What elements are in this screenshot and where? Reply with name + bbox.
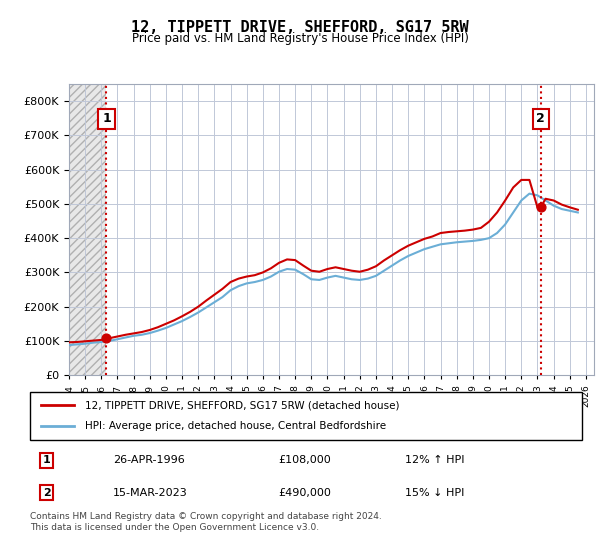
Text: £108,000: £108,000	[278, 455, 331, 465]
Text: £490,000: £490,000	[278, 488, 331, 498]
Point	[536, 203, 545, 212]
Text: 26-APR-1996: 26-APR-1996	[113, 455, 185, 465]
Point	[101, 334, 111, 343]
Text: 12, TIPPETT DRIVE, SHEFFORD, SG17 5RW (detached house): 12, TIPPETT DRIVE, SHEFFORD, SG17 5RW (d…	[85, 400, 400, 410]
Bar	[69, 84, 106, 375]
Text: 2: 2	[43, 488, 50, 498]
Text: 12, TIPPETT DRIVE, SHEFFORD, SG17 5RW: 12, TIPPETT DRIVE, SHEFFORD, SG17 5RW	[131, 20, 469, 35]
Text: 15-MAR-2023: 15-MAR-2023	[113, 488, 188, 498]
Text: 1: 1	[102, 113, 111, 125]
Text: Price paid vs. HM Land Registry's House Price Index (HPI): Price paid vs. HM Land Registry's House …	[131, 32, 469, 45]
Text: HPI: Average price, detached house, Central Bedfordshire: HPI: Average price, detached house, Cent…	[85, 421, 386, 431]
Text: 15% ↓ HPI: 15% ↓ HPI	[406, 488, 465, 498]
Text: 2: 2	[536, 113, 545, 125]
FancyBboxPatch shape	[30, 392, 582, 440]
Text: Contains HM Land Registry data © Crown copyright and database right 2024.
This d: Contains HM Land Registry data © Crown c…	[30, 512, 382, 532]
Bar	[69, 84, 106, 375]
Text: 1: 1	[43, 455, 50, 465]
Text: 12% ↑ HPI: 12% ↑ HPI	[406, 455, 465, 465]
